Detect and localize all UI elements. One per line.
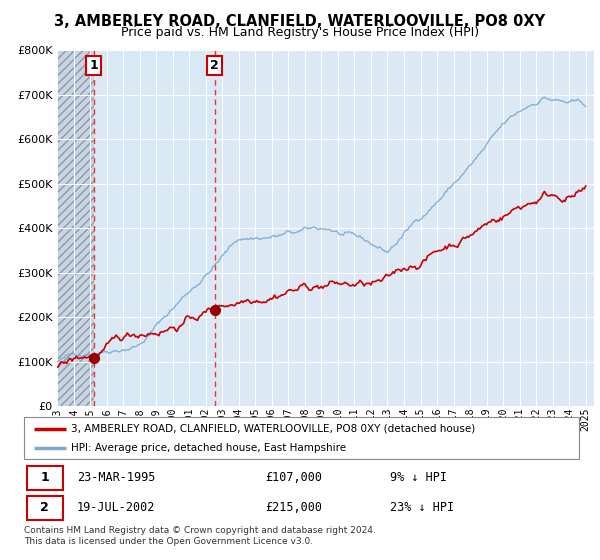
Text: HPI: Average price, detached house, East Hampshire: HPI: Average price, detached house, East… [71, 443, 346, 453]
FancyBboxPatch shape [24, 417, 579, 459]
Text: 1: 1 [40, 472, 49, 484]
Text: 23-MAR-1995: 23-MAR-1995 [77, 472, 155, 484]
Text: 9% ↓ HPI: 9% ↓ HPI [391, 472, 448, 484]
Text: £215,000: £215,000 [265, 501, 322, 515]
Bar [57, 50, 94, 406]
Text: £107,000: £107,000 [265, 472, 322, 484]
Text: 3, AMBERLEY ROAD, CLANFIELD, WATERLOOVILLE, PO8 0XY (detached house): 3, AMBERLEY ROAD, CLANFIELD, WATERLOOVIL… [71, 423, 475, 433]
FancyBboxPatch shape [27, 496, 63, 520]
Text: 2: 2 [210, 59, 219, 72]
Text: 1: 1 [89, 59, 98, 72]
Text: Price paid vs. HM Land Registry's House Price Index (HPI): Price paid vs. HM Land Registry's House … [121, 26, 479, 39]
Text: Contains HM Land Registry data © Crown copyright and database right 2024.
This d: Contains HM Land Registry data © Crown c… [24, 526, 376, 546]
Text: 19-JUL-2002: 19-JUL-2002 [77, 501, 155, 515]
FancyBboxPatch shape [27, 466, 63, 490]
Text: 2: 2 [40, 501, 49, 515]
Text: 23% ↓ HPI: 23% ↓ HPI [391, 501, 454, 515]
Text: 3, AMBERLEY ROAD, CLANFIELD, WATERLOOVILLE, PO8 0XY: 3, AMBERLEY ROAD, CLANFIELD, WATERLOOVIL… [55, 14, 545, 29]
Bar [94, 50, 215, 406]
